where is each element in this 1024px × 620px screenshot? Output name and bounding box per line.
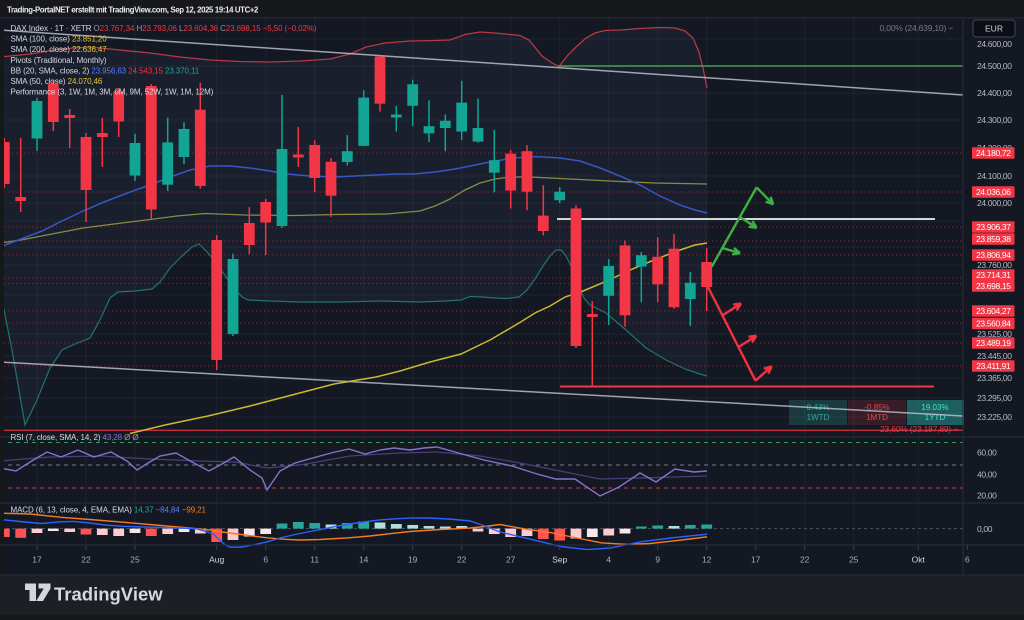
svg-text:23.714,31: 23.714,31 — [976, 270, 1011, 280]
svg-text:4: 4 — [606, 555, 611, 565]
svg-text:SMA (100, close) 23.851,20: SMA (100, close) 23.851,20 — [11, 35, 108, 44]
svg-text:23.906,37: 23.906,37 — [976, 222, 1011, 232]
svg-text:23.445,00: 23.445,00 — [977, 351, 1012, 361]
svg-text:Trading-PortalNET erstellt mit: Trading-PortalNET erstellt mit TradingVi… — [7, 6, 259, 15]
svg-text:BB (20, SMA, close, 2) 23.956: BB (20, SMA, close, 2) 23.956,63 24.543,… — [11, 66, 200, 75]
svg-text:23.760,00: 23.760,00 — [977, 260, 1012, 270]
svg-text:22: 22 — [800, 555, 810, 565]
svg-text:Sep: Sep — [552, 555, 567, 565]
svg-text:-0.85%: -0.85% — [864, 403, 889, 412]
svg-text:1MTD: 1MTD — [866, 413, 888, 422]
svg-text:24.036,06: 24.036,06 — [976, 187, 1011, 197]
svg-text:24.180,72: 24.180,72 — [976, 148, 1011, 158]
svg-text:24.000,00: 24.000,00 — [977, 198, 1012, 208]
svg-text:Aug: Aug — [209, 555, 224, 565]
svg-text:11: 11 — [310, 555, 319, 565]
svg-text:23.698,15: 23.698,15 — [976, 281, 1011, 291]
svg-text:23.560,84: 23.560,84 — [976, 319, 1011, 329]
svg-text:0,00% (24.639,10) −: 0,00% (24.639,10) − — [880, 23, 954, 33]
svg-text:25: 25 — [130, 555, 140, 565]
svg-text:0,00: 0,00 — [977, 524, 993, 534]
svg-text:SMA (200, close) 22.636,47: SMA (200, close) 22.636,47 — [11, 45, 108, 54]
svg-text:23.604,27: 23.604,27 — [976, 306, 1011, 316]
svg-text:MACD (6, 13, close, 4, EMA, EM: MACD (6, 13, close, 4, EMA, EMA) 14,37 −… — [11, 506, 207, 515]
svg-text:Performance (3, 1W, 1M, 3M, 6M: Performance (3, 1W, 1M, 3M, 6M, 9M, 52W,… — [11, 88, 214, 97]
svg-text:6: 6 — [263, 555, 268, 565]
svg-text:20,00: 20,00 — [977, 491, 997, 501]
svg-text:23.859,38: 23.859,38 — [976, 234, 1011, 244]
svg-text:23.806,94: 23.806,94 — [976, 250, 1011, 260]
svg-text:DAX Index · 1T · XETR O23.767,: DAX Index · 1T · XETR O23.767,34 H23.793… — [11, 24, 317, 33]
svg-text:9: 9 — [655, 555, 660, 565]
svg-text:24.400,00: 24.400,00 — [977, 88, 1012, 98]
svg-text:17: 17 — [751, 555, 761, 565]
svg-text:23.411,91: 23.411,91 — [976, 361, 1011, 371]
svg-text:17: 17 — [32, 555, 42, 565]
svg-text:23,60% (23.187,89) −: 23,60% (23.187,89) − — [880, 424, 958, 434]
svg-text:22: 22 — [457, 555, 467, 565]
svg-text:23.225,00: 23.225,00 — [977, 412, 1012, 422]
svg-text:Okt: Okt — [912, 555, 926, 565]
svg-text:23.525,00: 23.525,00 — [977, 329, 1012, 339]
svg-text:60,00: 60,00 — [977, 448, 997, 458]
svg-text:24.300,00: 24.300,00 — [977, 115, 1012, 125]
svg-text:1WTD: 1WTD — [807, 413, 830, 422]
svg-text:EUR: EUR — [985, 24, 1003, 34]
svg-text:12: 12 — [702, 555, 712, 565]
svg-text:23.489,19: 23.489,19 — [976, 338, 1011, 348]
svg-text:27: 27 — [506, 555, 516, 565]
svg-text:22: 22 — [81, 555, 91, 565]
svg-text:24.100,00: 24.100,00 — [977, 171, 1012, 181]
svg-text:40,00: 40,00 — [977, 470, 997, 480]
svg-text:19.03%: 19.03% — [921, 403, 948, 412]
svg-text:25: 25 — [849, 555, 859, 565]
svg-text:TradingView: TradingView — [54, 584, 163, 605]
svg-text:14: 14 — [359, 555, 369, 565]
svg-text:19: 19 — [408, 555, 418, 565]
svg-text:6: 6 — [965, 555, 970, 565]
svg-text:23.365,00: 23.365,00 — [977, 373, 1012, 383]
svg-text:Pivots (Traditional, Monthly): Pivots (Traditional, Monthly) — [11, 56, 107, 65]
svg-text:RSI (7, close, SMA, 14, 2) 43: RSI (7, close, SMA, 14, 2) 43,28 Ø Ø — [11, 433, 139, 442]
svg-text:24.500,00: 24.500,00 — [977, 61, 1012, 71]
svg-text:1YTD: 1YTD — [925, 413, 946, 422]
svg-text:24.600,00: 24.600,00 — [977, 39, 1012, 49]
svg-text:SMA (50, close) 24.070,46: SMA (50, close) 24.070,46 — [11, 77, 103, 86]
svg-text:23.295,00: 23.295,00 — [977, 393, 1012, 403]
